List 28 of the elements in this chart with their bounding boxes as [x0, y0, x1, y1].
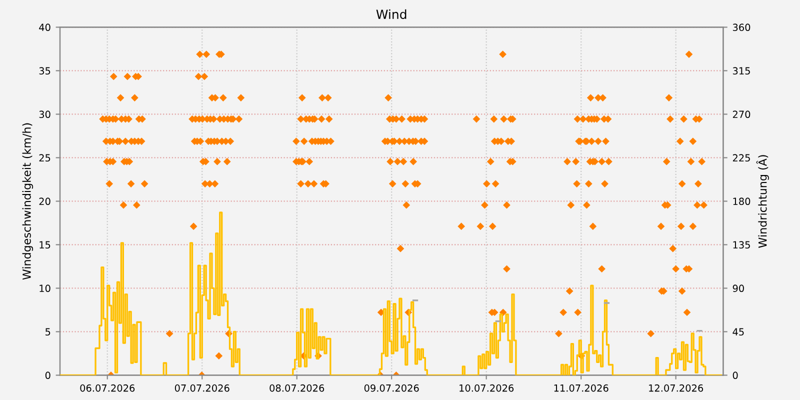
- x-tick-label: 09.07.2026: [364, 384, 419, 392]
- y-axis-title: Windgeschwindigkeit (km/h): [22, 123, 34, 280]
- y-tick-label: 20: [39, 198, 50, 206]
- y2-tick-label: 0: [732, 372, 738, 380]
- y2-tick-label: 225: [732, 154, 750, 162]
- y-tick-label: 0: [45, 372, 50, 380]
- y-tick-label: 25: [39, 154, 50, 162]
- x-tick-label: 11.07.2026: [554, 384, 608, 392]
- y-tick-label: 40: [39, 24, 50, 32]
- chart-title: Wind: [376, 9, 406, 20]
- y-tick-label: 10: [40, 284, 50, 292]
- y2-axis-title: Windrichtung (Â): [756, 155, 769, 248]
- y-tick-label: 35: [39, 67, 50, 75]
- y2-tick-label: 90: [732, 284, 744, 292]
- y2-tick-label: 45: [732, 328, 744, 336]
- y-tick-label: 30: [39, 110, 50, 118]
- x-tick-label: 06.07.2026: [80, 384, 135, 392]
- y-tick-label: 15: [40, 241, 50, 249]
- y2-tick-label: 180: [733, 198, 750, 206]
- x-tick-label: 12.07.2026: [649, 384, 704, 392]
- x-tick-label: 07.07.2026: [174, 384, 230, 392]
- y2-tick-label: 135: [733, 241, 750, 249]
- y2-tick-label: 360: [732, 24, 750, 32]
- y-tick-label: 5: [46, 328, 50, 336]
- y2-tick-label: 315: [732, 67, 750, 75]
- y2-tick-label: 270: [732, 110, 750, 118]
- x-tick-label: 08.07.2026: [270, 384, 324, 392]
- x-tick-label: 10.07.2026: [460, 384, 514, 392]
